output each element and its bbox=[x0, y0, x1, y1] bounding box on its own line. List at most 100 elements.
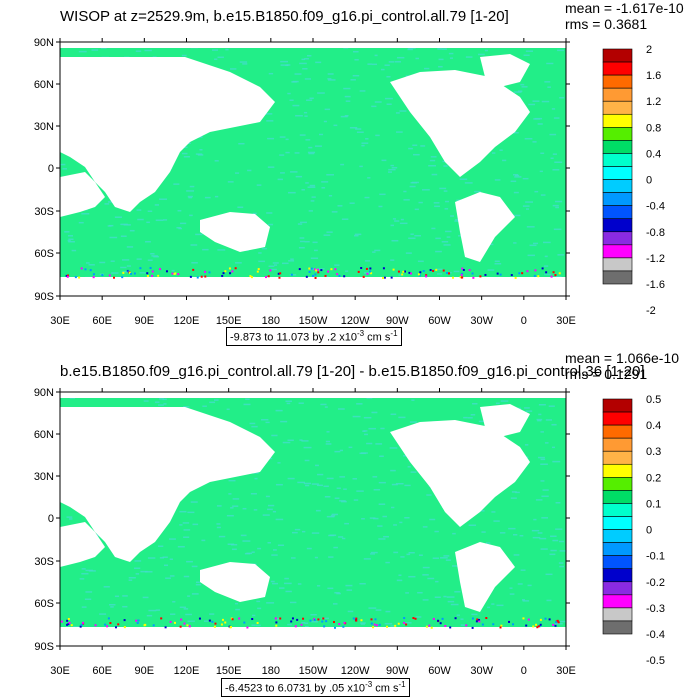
southern-ocean-hotspots bbox=[60, 617, 560, 629]
colorbar-swatch bbox=[602, 153, 633, 167]
australia-landmass bbox=[200, 212, 270, 252]
southern-ocean-hotspots bbox=[65, 267, 561, 279]
colorbar-label: 0.3 bbox=[646, 446, 661, 458]
stats-box: mean = 1.066e-10 rms = 0.1291 bbox=[565, 350, 679, 382]
latitude-label: 0 bbox=[48, 163, 54, 175]
longitude-label: 180 bbox=[262, 665, 280, 677]
colorbar-swatch bbox=[602, 503, 633, 517]
colorbar-swatch bbox=[602, 607, 633, 622]
colorbar-swatch bbox=[602, 516, 633, 530]
south-asia-landmass bbox=[60, 172, 105, 217]
colorbar-swatch bbox=[602, 568, 633, 583]
colorbar-label: -1.2 bbox=[646, 253, 665, 265]
colorbar-swatch bbox=[602, 61, 633, 76]
south-america-landmass bbox=[455, 192, 515, 262]
colorbar-swatch bbox=[602, 411, 633, 426]
africa-eurasia-landmass bbox=[60, 57, 275, 212]
longitude-label: 0 bbox=[521, 665, 527, 677]
australia-landmass bbox=[200, 562, 270, 602]
colorbar-swatch bbox=[602, 529, 633, 543]
longitude-label: 30E bbox=[50, 665, 70, 677]
latitude-label: 0 bbox=[48, 513, 54, 525]
longitude-label: 30E bbox=[556, 665, 576, 677]
bottom-map-panel: b.e15.B1850.f09_g16.pi_control.all.79 [1… bbox=[0, 350, 700, 700]
longitude-label: 30W bbox=[470, 315, 493, 327]
colorbar-label: 0.8 bbox=[646, 122, 661, 134]
greenland-landmass bbox=[480, 404, 530, 437]
greenland-landmass bbox=[480, 54, 530, 87]
longitude-label: 60E bbox=[92, 665, 112, 677]
colorbar-swatch bbox=[602, 477, 633, 491]
contour-range-box: -9.873 to 11.073 by .2 x10-3 cm s-1 bbox=[226, 327, 402, 346]
arctic-landmass bbox=[60, 392, 566, 398]
colorbar-label: 0.4 bbox=[646, 148, 661, 160]
latitude-label: 60S bbox=[34, 248, 54, 260]
latitude-label: 90S bbox=[34, 641, 54, 653]
rms-value: rms = 0.3681 bbox=[565, 16, 648, 32]
colorbar-label: -0.4 bbox=[646, 201, 665, 213]
colorbar-swatch bbox=[602, 140, 633, 154]
colorbar-swatch bbox=[602, 398, 633, 413]
colorbar-swatch bbox=[602, 542, 633, 556]
colorbar-swatch bbox=[602, 555, 633, 570]
colorbar-swatch bbox=[602, 192, 633, 206]
longitude-label: 150W bbox=[299, 665, 328, 677]
south-asia-landmass bbox=[60, 522, 105, 567]
colorbar-swatch bbox=[602, 490, 633, 504]
colorbar-swatch bbox=[602, 87, 633, 102]
latitude-label: 90N bbox=[34, 37, 54, 49]
panel-title: WISOP at z=2529.9m, b.e15.B1850.f09_g16.… bbox=[60, 8, 509, 25]
north-america-landmass bbox=[390, 70, 530, 177]
colorbar-swatch bbox=[602, 231, 633, 246]
colorbar-label: 0.2 bbox=[646, 472, 661, 484]
colorbar-label: 0.5 bbox=[646, 394, 661, 406]
colorbar-label: -0.8 bbox=[646, 227, 665, 239]
longitude-label: 60W bbox=[428, 665, 451, 677]
colorbar-swatch bbox=[602, 620, 633, 635]
longitude-label: 60E bbox=[92, 315, 112, 327]
colorbar-label: 2 bbox=[646, 44, 652, 56]
longitude-label: 150E bbox=[216, 315, 242, 327]
colorbar-swatch bbox=[602, 463, 633, 478]
colorbar-label: -0.2 bbox=[646, 577, 665, 589]
colorbar-swatch bbox=[602, 594, 633, 609]
colorbar-swatch bbox=[602, 205, 633, 220]
colorbar-label: -0.4 bbox=[646, 629, 665, 641]
latitude-label: 30S bbox=[34, 556, 54, 568]
latitude-label: 60N bbox=[34, 429, 54, 441]
contour-range-box: -6.4523 to 6.0731 by .05 x10-3 cm s-1 bbox=[221, 678, 410, 697]
colorbar-label: 0 bbox=[646, 525, 652, 537]
longitude-label: 30E bbox=[50, 315, 70, 327]
longitude-label: 120E bbox=[174, 315, 200, 327]
mean-value: mean = -1.617e-10 bbox=[565, 0, 684, 16]
longitude-label: 90W bbox=[386, 665, 409, 677]
map-figure: 90N 60N 30N 0 30S 60S 90S 30E 60E 90E 120E 150E 180 1… bbox=[34, 387, 665, 677]
arctic-landmass bbox=[60, 42, 566, 48]
top-map-panel: WISOP at z=2529.9m, b.e15.B1850.f09_g16.… bbox=[34, 0, 684, 346]
longitude-label: 90E bbox=[135, 665, 155, 677]
latitude-label: 90S bbox=[34, 291, 54, 303]
longitude-label: 0 bbox=[521, 315, 527, 327]
colorbar-swatch bbox=[602, 74, 633, 89]
longitude-label: 60W bbox=[428, 315, 451, 327]
north-america-landmass bbox=[390, 420, 530, 527]
colorbar-swatch bbox=[602, 48, 633, 63]
map-figure: 90N 60N 30N 0 30S 60S 90S 30E 60E 90E 120E 150E 180 1… bbox=[34, 37, 665, 327]
longitude-label: 180 bbox=[262, 315, 280, 327]
colorbar-label: -0.5 bbox=[646, 655, 665, 667]
colorbar-swatch bbox=[602, 244, 633, 259]
antarctica-landmass bbox=[60, 277, 566, 296]
antarctica-landmass bbox=[60, 627, 566, 646]
africa-eurasia-landmass bbox=[60, 407, 275, 562]
mean-value: mean = 1.066e-10 bbox=[565, 350, 680, 366]
colorbar: 0.5 0.4 0.3 0.2 0.1 0 -0.1 -0.2 -0.3 -0.4 -0.5 bbox=[602, 394, 665, 667]
colorbar-swatch bbox=[602, 257, 633, 272]
map-area bbox=[59, 391, 567, 647]
colorbar-swatch bbox=[602, 218, 633, 233]
colorbar-swatch bbox=[602, 437, 633, 452]
colorbar-swatch bbox=[602, 450, 633, 465]
longitude-label: 150W bbox=[299, 315, 328, 327]
longitude-label: 120E bbox=[174, 665, 200, 677]
latitude-label: 30N bbox=[34, 471, 54, 483]
colorbar-swatch bbox=[602, 581, 633, 596]
